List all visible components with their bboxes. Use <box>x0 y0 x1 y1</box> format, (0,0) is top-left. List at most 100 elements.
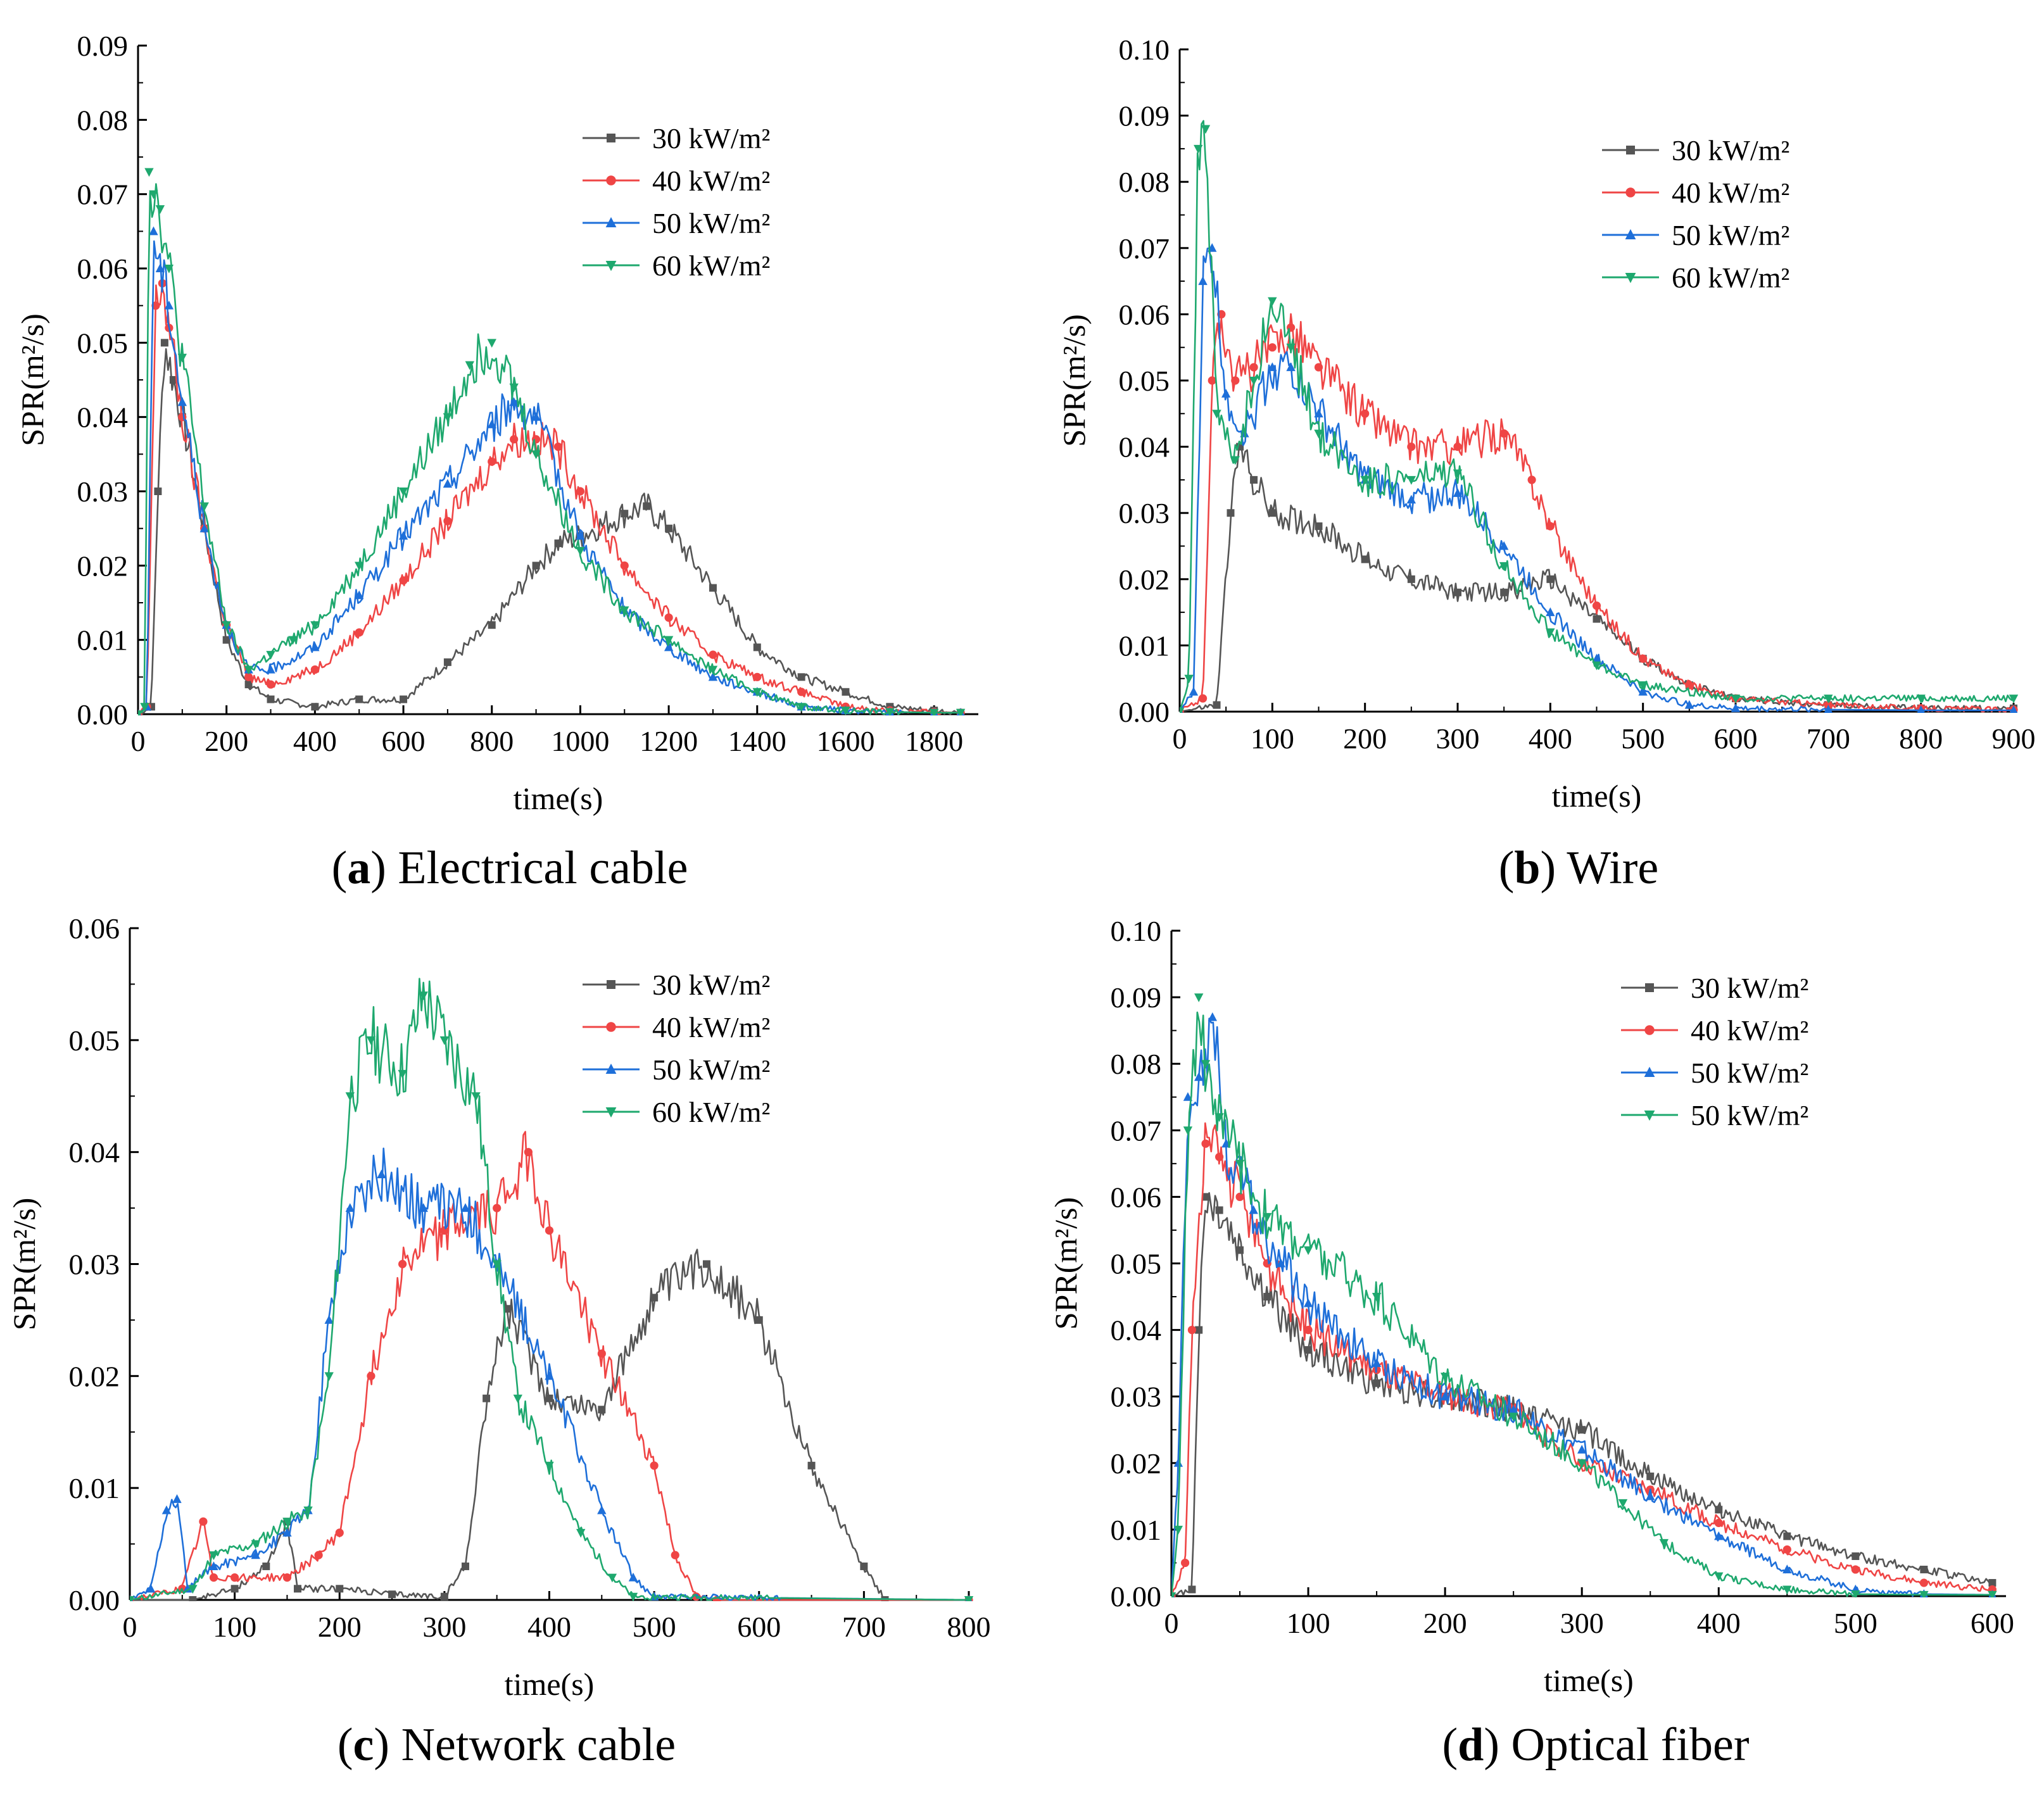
y-tick-label: 0.08 <box>1111 1048 1162 1080</box>
data-point <box>1919 1578 1928 1587</box>
data-point <box>367 1371 375 1380</box>
data-point <box>1194 144 1203 154</box>
data-point <box>1592 601 1601 610</box>
series-2 <box>138 226 965 715</box>
caption-letter: a <box>347 842 370 894</box>
data-point <box>1263 1212 1272 1222</box>
x-tick-label: 800 <box>947 1611 991 1643</box>
data-point <box>621 510 629 518</box>
legend-label: 50 kW/m² <box>1672 219 1789 251</box>
y-tick-label: 0.00 <box>1111 1580 1162 1613</box>
data-point <box>266 680 275 689</box>
data-point <box>266 664 275 674</box>
series-line <box>138 183 961 715</box>
x-tick-label: 300 <box>1560 1607 1604 1639</box>
series-line <box>138 348 961 715</box>
y-tick-label: 0.06 <box>77 253 129 285</box>
x-tick-label: 500 <box>1834 1607 1877 1639</box>
caption-letter: d <box>1458 1719 1484 1771</box>
data-point <box>1304 1326 1313 1335</box>
series-line <box>1180 443 2014 713</box>
data-point <box>294 1585 301 1593</box>
data-point <box>1407 575 1415 583</box>
series-3 <box>1171 993 1997 1597</box>
data-point <box>388 1590 396 1599</box>
data-point <box>702 1260 710 1268</box>
x-tick-label: 500 <box>1621 722 1665 755</box>
data-point <box>160 339 168 347</box>
data-point <box>1215 1152 1224 1161</box>
legend-label: 40 kW/m² <box>652 1011 770 1043</box>
caption-letter: c <box>353 1719 374 1771</box>
series-2 <box>1171 1012 1997 1597</box>
data-point <box>251 1540 260 1549</box>
data-point <box>324 1315 334 1324</box>
data-point <box>1592 653 1601 663</box>
data-point <box>282 1573 292 1582</box>
data-point <box>1638 686 1648 696</box>
series-line <box>130 978 967 1601</box>
data-point <box>244 672 253 681</box>
data-point <box>311 703 319 711</box>
data-point <box>1731 703 1741 712</box>
data-point <box>199 502 209 512</box>
data-point <box>1685 681 1694 689</box>
y-tick-label: 0.01 <box>1111 1514 1162 1546</box>
caption-text: Optical fiber <box>1511 1719 1749 1771</box>
data-point <box>1173 1525 1183 1535</box>
data-point <box>209 1573 218 1582</box>
x-tick-label: 800 <box>1899 722 1943 755</box>
data-point <box>443 658 451 666</box>
data-point <box>1917 705 1925 713</box>
data-point <box>503 1305 512 1313</box>
data-point <box>251 1550 260 1559</box>
y-axis-label: SPR(m²/s) <box>6 1198 42 1331</box>
legend-label: 30 kW/m² <box>652 969 770 1001</box>
y-tick-label: 0.03 <box>1119 497 1170 529</box>
panel-c: 0.00 0.01 0.02 0.03 0.04 0.05 0.06 0 100 200 300 40… <box>6 912 991 1771</box>
data-point <box>1195 1326 1203 1334</box>
data-point <box>288 636 298 645</box>
data-point <box>598 1406 606 1414</box>
data-point <box>177 397 187 406</box>
x-tick-label: 100 <box>1287 1607 1330 1639</box>
legend-label: 40 kW/m² <box>1672 177 1789 209</box>
y-tick-label: 0.08 <box>77 104 129 136</box>
legend-marker <box>1625 273 1636 284</box>
y-tick-label: 0.02 <box>69 1360 120 1392</box>
data-point <box>488 457 496 466</box>
legend-label: 60 kW/m² <box>652 249 770 282</box>
data-point <box>1314 363 1323 372</box>
data-point <box>149 190 158 199</box>
y-tick-label: 0.02 <box>1111 1447 1162 1480</box>
data-point <box>244 681 253 689</box>
y-tick-label: 0.09 <box>1119 100 1170 132</box>
data-point <box>1249 363 1258 372</box>
data-point <box>1304 1346 1313 1354</box>
legend-label: 50 kW/m² <box>652 1054 770 1086</box>
x-tick-label: 600 <box>382 725 426 757</box>
legend-label: 50 kW/m² <box>652 207 770 239</box>
data-point <box>1546 628 1555 638</box>
data-point <box>1208 1012 1218 1021</box>
data-point <box>554 539 562 548</box>
data-point <box>262 1562 270 1570</box>
data-point <box>929 708 939 715</box>
data-point <box>399 576 408 585</box>
y-tick-label: 0.00 <box>77 698 129 731</box>
data-point <box>1453 469 1463 479</box>
data-point <box>1638 681 1648 690</box>
data-point <box>1851 1590 1860 1597</box>
data-point <box>545 1371 554 1380</box>
data-point <box>1592 661 1601 670</box>
legend-label: 30 kW/m² <box>1691 972 1808 1004</box>
data-point <box>199 1517 208 1526</box>
data-point <box>1714 1518 1723 1527</box>
x-tick-label: 100 <box>213 1611 256 1643</box>
legend-marker <box>1626 146 1635 154</box>
x-axis-label: time(s) <box>505 1666 595 1702</box>
data-point <box>460 1203 470 1212</box>
y-tick-label: 0.09 <box>1111 981 1162 1014</box>
data-point <box>222 621 231 630</box>
data-point <box>576 531 585 540</box>
